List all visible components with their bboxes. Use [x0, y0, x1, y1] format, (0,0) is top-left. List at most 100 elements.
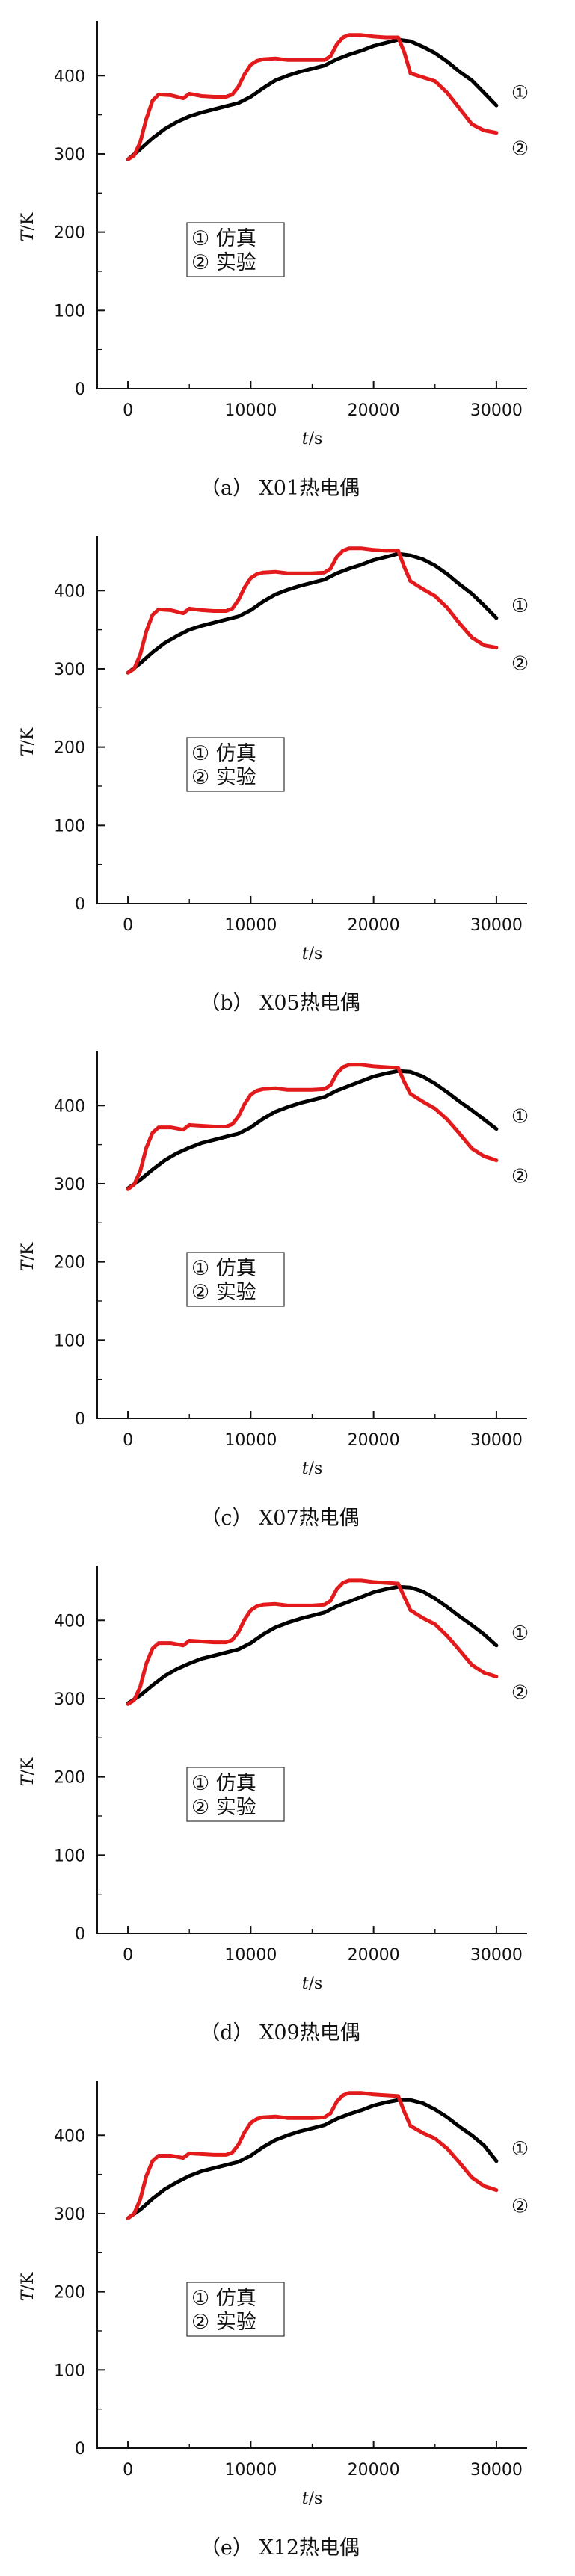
x-tick-label: 30000	[470, 916, 523, 935]
x-tick-label: 0	[123, 916, 133, 935]
x-axis-label: t/s	[302, 430, 323, 448]
legend-box	[186, 222, 285, 277]
y-tick-label: 0	[75, 895, 85, 914]
legend-entry-experiment: ② 实验	[191, 1796, 256, 1819]
series-line-experiment	[126, 33, 499, 161]
y-tick-label: 300	[54, 1176, 85, 1194]
subfigure-caption: （b） X05热电偶	[200, 992, 360, 1015]
legend-entry-simulation: ① 仿真	[191, 227, 256, 250]
y-tick-label: 100	[54, 2362, 85, 2380]
y-tick-label: 100	[54, 817, 85, 835]
y-axis-label: T/K	[19, 1242, 37, 1271]
x-tick-label: 10000	[224, 1946, 277, 1965]
y-tick-label: 0	[75, 1925, 85, 1944]
x-axis-label: t/s	[302, 945, 323, 963]
line-chart: 0 100 200 300 400 0 10000 20000 30000 t/s T/K ① ② ① 仿…	[19, 536, 529, 1015]
y-axis-label: T/K	[19, 212, 37, 241]
x-tick-label: 10000	[224, 1431, 277, 1450]
end-label-experiment: ②	[511, 138, 529, 161]
axes-frame	[96, 536, 527, 904]
legend-entry-experiment: ② 实验	[191, 1281, 256, 1304]
legend-entry-experiment: ② 实验	[191, 766, 256, 789]
end-label-simulation: ①	[511, 82, 529, 105]
series-line-simulation	[126, 37, 499, 161]
series-line-simulation	[126, 1584, 499, 1705]
subfigure-caption: （e） X12热电偶	[200, 2536, 360, 2560]
subfigure-caption: （d） X09热电偶	[200, 2021, 360, 2045]
x-tick-label: 20000	[348, 401, 400, 420]
end-label-experiment: ②	[511, 1166, 529, 1188]
y-tick-label: 100	[54, 302, 85, 321]
y-tick-label: 400	[54, 582, 85, 601]
series-line-experiment	[126, 546, 499, 675]
legend-box	[186, 1252, 285, 1307]
x-tick-label: 30000	[470, 401, 523, 420]
y-tick-label: 200	[54, 1769, 85, 1788]
x-axis-label: t/s	[302, 1460, 323, 1478]
chart-panel: 0 100 200 300 400 0 10000 20000 30000 t/s T/K ① ② ① 仿…	[0, 1545, 575, 2060]
end-label-simulation: ①	[511, 595, 529, 617]
x-tick-label: 10000	[224, 401, 277, 420]
y-tick-label: 400	[54, 2127, 85, 2146]
y-tick-label: 400	[54, 67, 85, 86]
line-chart: 0 100 200 300 400 0 10000 20000 30000 t/s T/K ① ② ① 仿…	[19, 21, 529, 500]
x-tick-label: 20000	[348, 2461, 400, 2480]
x-tick-label: 0	[123, 1946, 133, 1965]
chart-panel: 0 100 200 300 400 0 10000 20000 30000 t/s T/K ① ② ① 仿…	[0, 515, 575, 1030]
legend-entry-experiment: ② 实验	[191, 2311, 256, 2334]
chart-panel: 0 100 200 300 400 0 10000 20000 30000 t/s T/K ① ② ① 仿…	[0, 0, 575, 515]
x-tick-label: 10000	[224, 2461, 277, 2480]
y-tick-label: 200	[54, 224, 85, 243]
line-chart: 0 100 200 300 400 0 10000 20000 30000 t/s T/K ① ② ① 仿…	[19, 1566, 529, 2045]
y-tick-label: 300	[54, 1690, 85, 1709]
y-tick-label: 300	[54, 2205, 85, 2224]
end-label-experiment: ②	[511, 653, 529, 676]
chart-panel: 0 100 200 300 400 0 10000 20000 30000 t/s T/K ① ② ① 仿…	[0, 1030, 575, 1545]
x-tick-label: 0	[123, 1431, 133, 1450]
y-tick-label: 0	[75, 2440, 85, 2459]
y-tick-label: 0	[75, 1410, 85, 1429]
legend-entry-simulation: ① 仿真	[191, 1257, 256, 1280]
x-tick-label: 20000	[348, 1946, 400, 1965]
x-tick-label: 10000	[224, 916, 277, 935]
y-axis-label: T/K	[19, 727, 37, 756]
y-tick-label: 400	[54, 1097, 85, 1116]
series-line-simulation	[126, 1069, 499, 1190]
y-axis-label: T/K	[19, 2272, 37, 2301]
x-tick-label: 30000	[470, 2461, 523, 2480]
subfigure-caption: （a） X01热电偶	[200, 477, 360, 500]
series-line-experiment	[126, 1578, 499, 1706]
y-tick-label: 300	[54, 661, 85, 679]
y-tick-label: 0	[75, 380, 85, 399]
end-label-simulation: ①	[511, 1106, 529, 1128]
subfigure-caption: （c） X07热电偶	[200, 1507, 359, 1530]
series-line-experiment	[126, 2091, 499, 2220]
x-axis-label: t/s	[302, 2489, 323, 2508]
y-tick-label: 100	[54, 1332, 85, 1350]
legend-entry-simulation: ① 仿真	[191, 1772, 256, 1795]
end-label-experiment: ②	[511, 1682, 529, 1705]
line-chart: 0 100 200 300 400 0 10000 20000 30000 t/s T/K ① ② ① 仿…	[19, 1051, 529, 1530]
series-line-simulation	[126, 2098, 499, 2220]
series-line-experiment	[126, 1063, 499, 1191]
legend-entry-simulation: ① 仿真	[191, 2287, 256, 2310]
series-line-simulation	[126, 552, 499, 675]
end-label-experiment: ②	[511, 2196, 529, 2218]
x-tick-label: 0	[123, 2461, 133, 2480]
x-tick-label: 30000	[470, 1431, 523, 1450]
legend-box	[186, 737, 285, 792]
legend-box	[186, 1767, 285, 1822]
axes-frame	[96, 2081, 527, 2449]
chart-panel: 0 100 200 300 400 0 10000 20000 30000 t/s T/K ① ② ① 仿…	[0, 2060, 575, 2575]
x-axis-label: t/s	[302, 1974, 323, 1993]
end-label-simulation: ①	[511, 1622, 529, 1645]
legend-entry-experiment: ② 实验	[191, 251, 256, 274]
y-axis-label: T/K	[19, 1757, 37, 1786]
y-tick-label: 300	[54, 146, 85, 164]
x-tick-label: 0	[123, 401, 133, 420]
legend-box	[186, 2282, 285, 2337]
legend-entry-simulation: ① 仿真	[191, 742, 256, 765]
y-tick-label: 200	[54, 739, 85, 758]
x-tick-label: 20000	[348, 916, 400, 935]
